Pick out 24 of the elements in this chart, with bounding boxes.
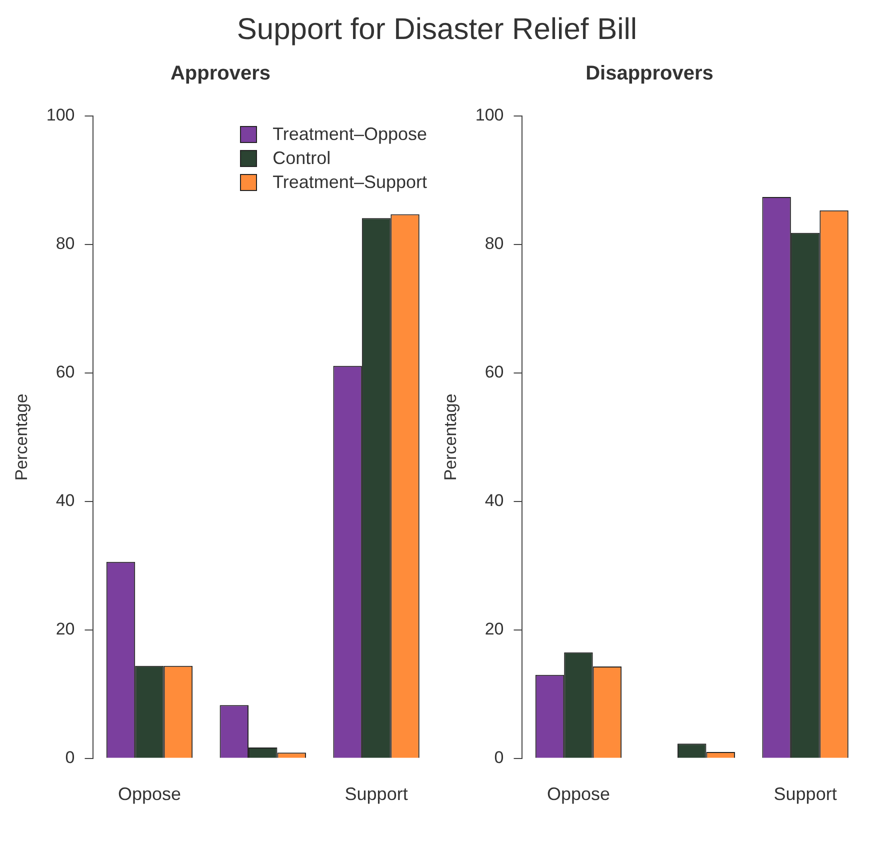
legend-label: Treatment–Support (272, 171, 427, 194)
y-tick-label: 20 (484, 620, 504, 639)
text: Support for Disaster Relief Bill (236, 12, 638, 48)
y-tick-label: 80 (56, 234, 75, 254)
y-tick-label: 60 (56, 362, 75, 382)
y-tick-label: 60 (484, 362, 504, 382)
legend-label: Treatment–Oppose (272, 123, 427, 146)
y-tick-label: 80 (484, 234, 504, 254)
y-axis-title: Percentage (12, 394, 31, 481)
legend-label: Control (272, 147, 331, 170)
y-tick-label: 20 (56, 620, 75, 639)
y-tick-label: 0 (494, 748, 504, 768)
y-tick-label: 40 (484, 491, 504, 510)
chart-title: Disapprovers (586, 62, 714, 85)
chart-title: Approvers (170, 62, 271, 85)
y-axis-title: Percentage (440, 394, 460, 481)
y-tick-label: 0 (65, 748, 75, 768)
x-tick-label: Oppose (118, 784, 181, 804)
y-tick-label: 40 (56, 491, 75, 510)
y-tick-label: 100 (46, 106, 75, 125)
x-tick-label: Support (774, 784, 837, 804)
x-tick-label: Support (344, 784, 408, 804)
y-tick-label: 100 (475, 106, 504, 125)
x-tick-label: Oppose (546, 784, 610, 804)
